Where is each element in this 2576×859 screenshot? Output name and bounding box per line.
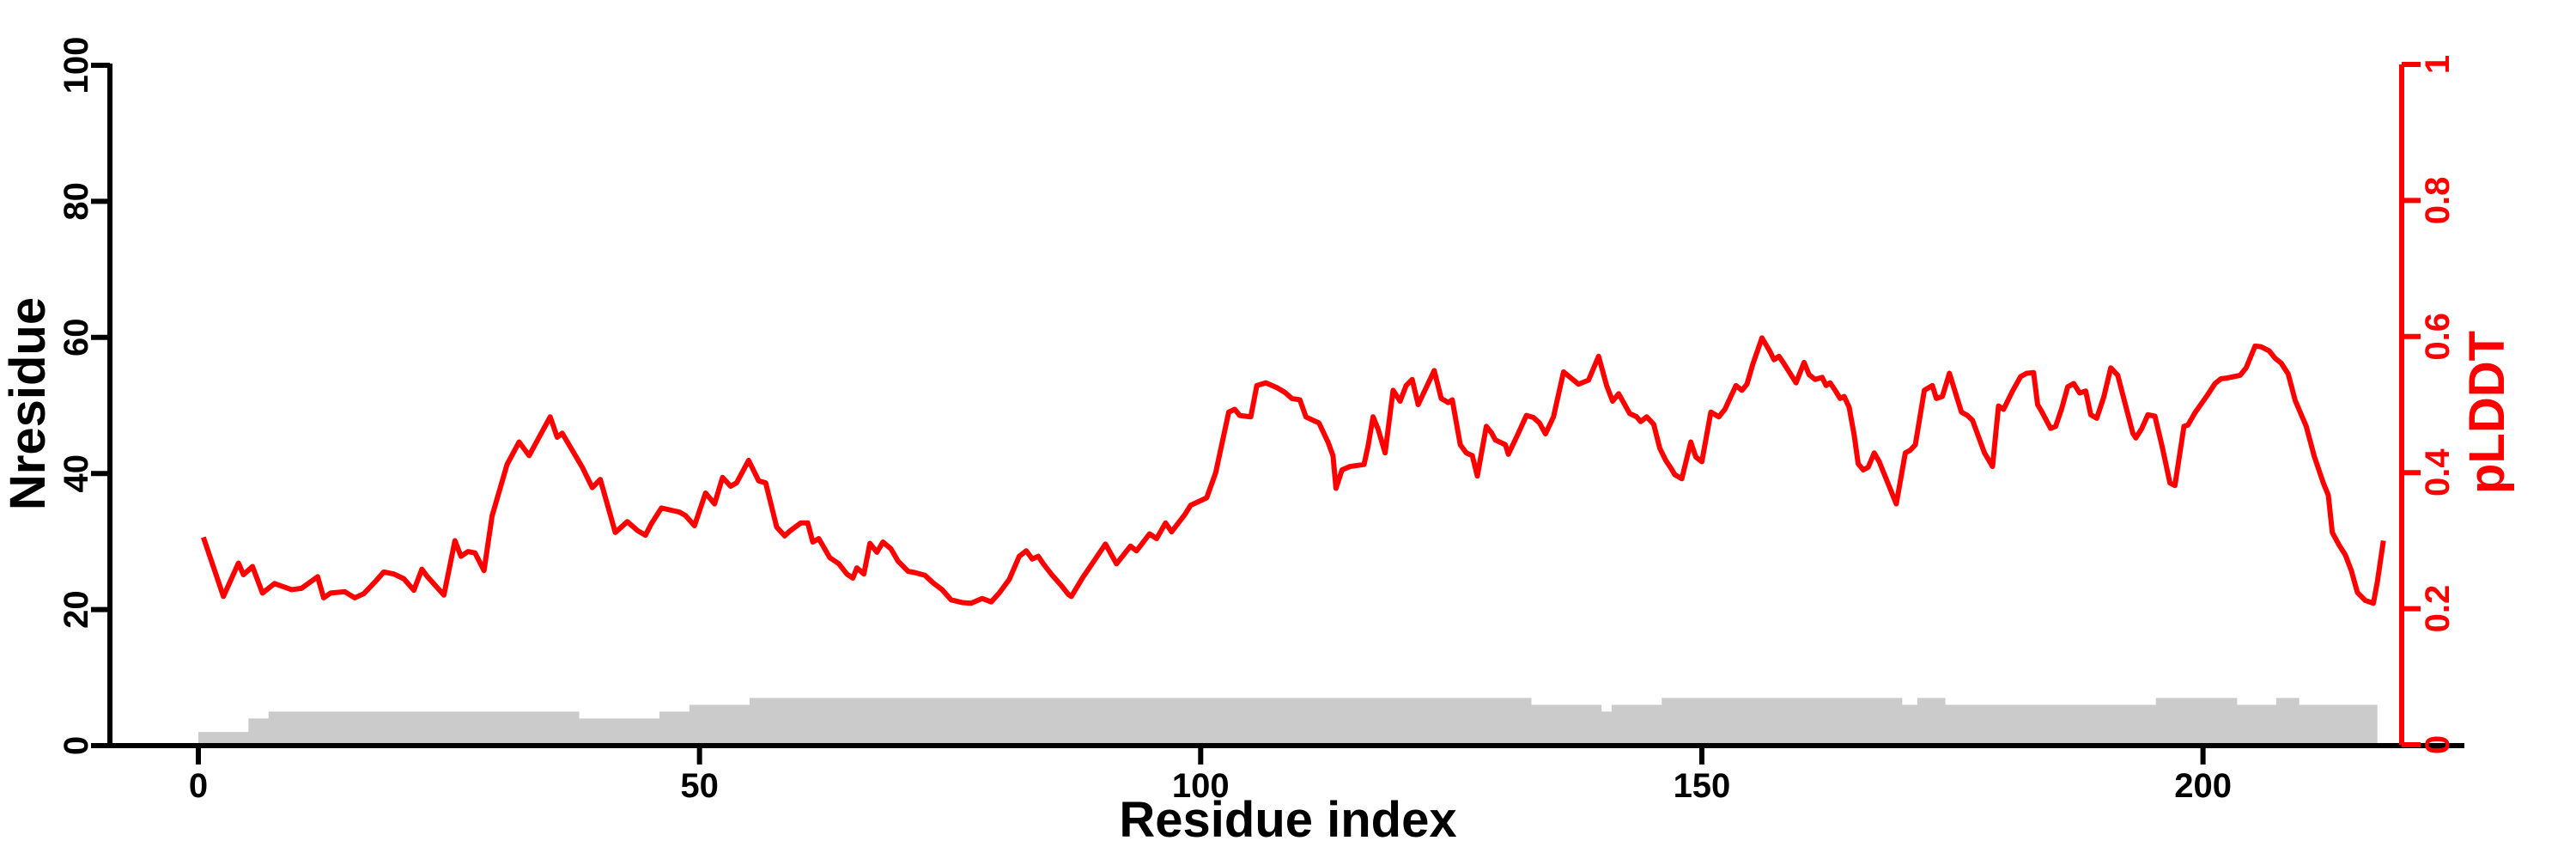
y-right-tick-label: 0 [2419,735,2457,754]
y-axis-label-right: pLDDT [2459,331,2515,494]
y-left-tick-label: 100 [58,37,95,94]
y-left-tick-label: 20 [58,590,95,629]
y-right-tick-label: 0.2 [2419,585,2457,633]
x-tick-label: 200 [2174,767,2232,805]
y-axis-label-left: Nresidue [0,297,56,510]
nresidue-bars [198,698,2378,746]
x-tick-label: 50 [680,767,719,805]
y-right-tick-label: 0.6 [2419,313,2457,361]
plddt-line [200,335,2386,606]
y-left-tick-label: 80 [58,182,95,221]
x-tick-label: 0 [189,767,208,805]
y-right-tick-label: 0.8 [2419,177,2457,225]
y-left-tick-label: 40 [58,454,95,493]
y-right-tick-label: 0.4 [2419,448,2457,497]
y-left-tick-label: 60 [58,319,95,357]
y-right-tick-label: 1 [2419,55,2457,74]
x-tick-label: 150 [1674,767,1731,805]
x-tick-label: 100 [1172,767,1230,805]
y-left-tick-label: 0 [58,736,95,755]
x-axis-label: Residue index [1119,792,1456,848]
